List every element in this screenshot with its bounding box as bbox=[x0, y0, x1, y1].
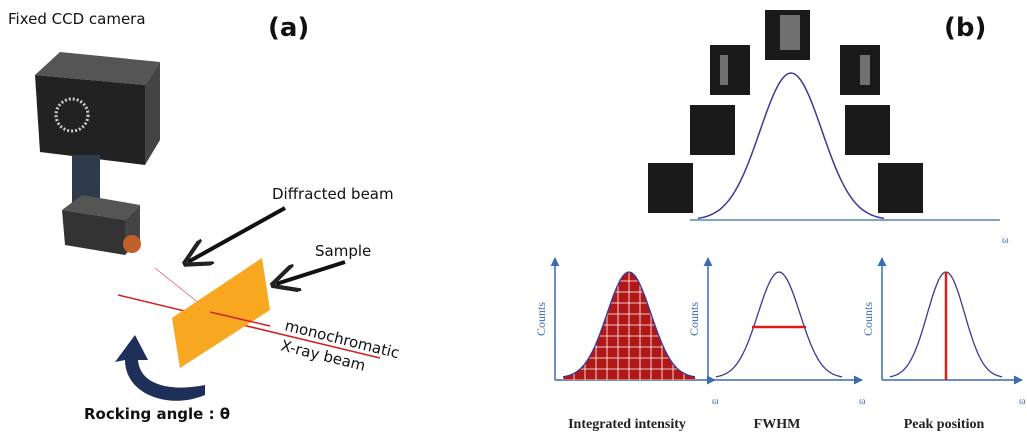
incident-beam bbox=[117, 294, 381, 359]
y-axis-label: Counts bbox=[534, 302, 548, 336]
axis-label: ω bbox=[1002, 235, 1009, 246]
panel-label: (a) bbox=[268, 13, 309, 43]
curve bbox=[562, 271, 696, 378]
x-axis-label: ω bbox=[859, 396, 866, 407]
rocking-arrow bbox=[115, 335, 205, 401]
x-axis-label: ω bbox=[712, 396, 719, 407]
x-axis-label: ω bbox=[1019, 396, 1026, 407]
grid bbox=[563, 272, 695, 380]
incident-beam bbox=[209, 311, 271, 327]
camera bbox=[35, 52, 160, 255]
curve bbox=[697, 72, 885, 220]
panel-label: (b) bbox=[944, 13, 986, 43]
y-axis-label: Counts bbox=[687, 302, 701, 336]
camera-label: Fixed CCD camera bbox=[8, 10, 146, 28]
rocking-label: Rocking angle : θ bbox=[84, 405, 230, 423]
arrow bbox=[188, 206, 286, 262]
sample bbox=[172, 258, 270, 368]
arrow bbox=[276, 260, 346, 284]
plot-title: Peak position bbox=[904, 417, 985, 432]
rocking-images bbox=[648, 10, 923, 213]
plot-title: Integrated intensity bbox=[568, 417, 686, 432]
sample-label: Sample bbox=[315, 242, 371, 260]
curve bbox=[715, 271, 843, 378]
y-axis-label: Counts bbox=[861, 302, 875, 336]
diffracted-label: Diffracted beam bbox=[272, 185, 394, 203]
plot-title: FWHM bbox=[754, 417, 801, 432]
